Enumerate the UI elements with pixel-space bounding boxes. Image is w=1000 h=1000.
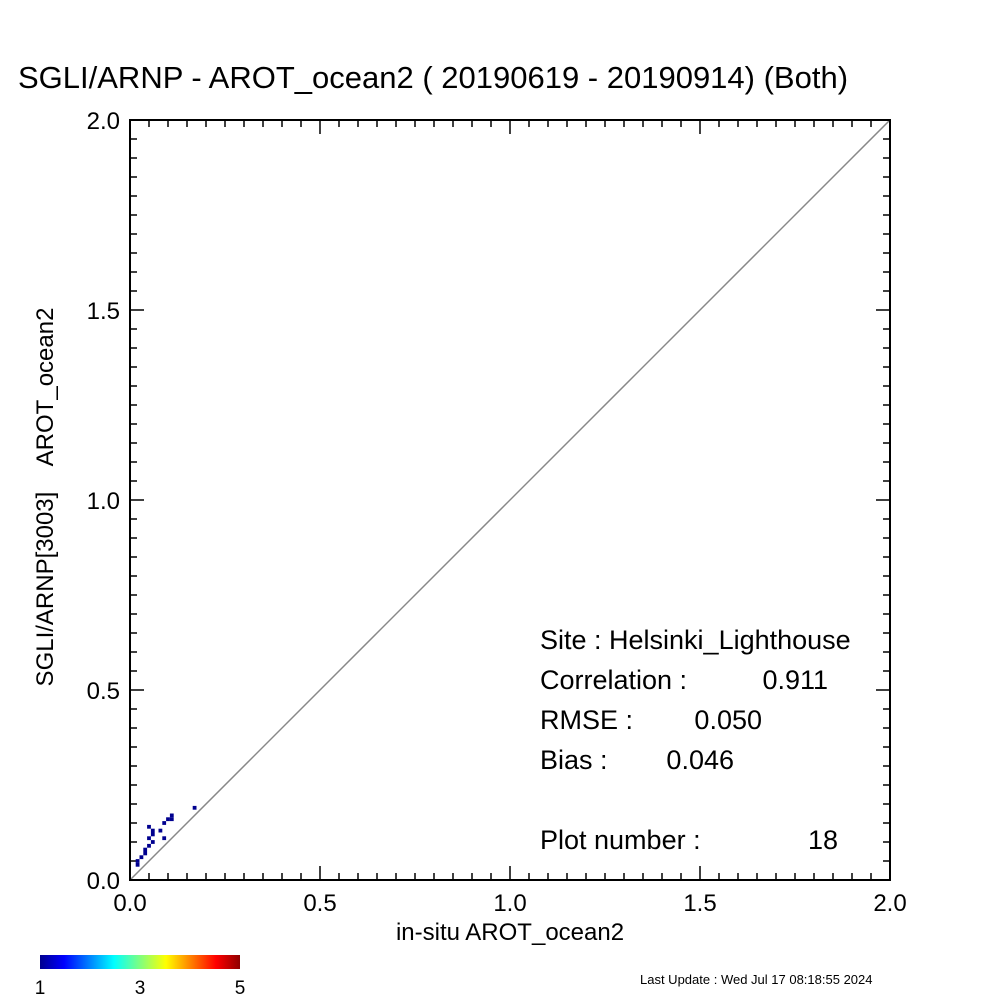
colorbar-gradient bbox=[40, 955, 240, 969]
stat-rmse-label: RMSE : bbox=[540, 705, 641, 735]
data-point bbox=[192, 805, 197, 810]
data-point bbox=[147, 843, 151, 848]
stat-bias-value: 0.046 bbox=[666, 745, 734, 775]
data-point bbox=[147, 836, 151, 841]
plot-frame bbox=[129, 119, 891, 881]
colorbar-min-label: 1 bbox=[35, 978, 46, 999]
data-point bbox=[150, 832, 155, 837]
one-to-one-line bbox=[129, 119, 891, 881]
last-update: Last Update : Wed Jul 17 08:18:55 2024 bbox=[640, 972, 872, 987]
data-point bbox=[150, 828, 155, 833]
stat-correlation-value: 0.911 bbox=[762, 665, 828, 695]
y-tick-label: 1.0 bbox=[87, 488, 120, 515]
stats-box: Site : Helsinki_Lighthouse Correlation :… bbox=[540, 625, 851, 855]
x-tick-label: 0.5 bbox=[303, 890, 336, 917]
data-point bbox=[139, 855, 144, 860]
data-point bbox=[143, 851, 148, 856]
stat-bias-label: Bias : bbox=[540, 745, 615, 775]
stat-plot-number-value: 18 bbox=[808, 825, 838, 855]
tick-labels: 0.0 0.5 1.0 1.5 2.0 0.0 0.5 1.0 1.5 2.0 bbox=[87, 108, 907, 917]
stat-plot-number-label: Plot number : bbox=[540, 825, 708, 855]
stat-site-value: Helsinki_Lighthouse bbox=[609, 625, 851, 655]
data-point bbox=[143, 847, 148, 852]
stat-site: Site : Helsinki_Lighthouse bbox=[540, 625, 851, 655]
x-tick-label: 2.0 bbox=[873, 890, 906, 917]
x-axis-label: in-situ AROT_ocean2 bbox=[396, 919, 624, 946]
y-tick-label: 0.5 bbox=[87, 678, 120, 705]
data-point bbox=[147, 824, 151, 829]
reference-line-group bbox=[129, 119, 891, 881]
colorbar: 1 3 5 bbox=[35, 955, 246, 999]
y-axis-label: SGLI/ARNP[3003] AROT_ocean2 bbox=[32, 308, 59, 687]
data-point bbox=[150, 840, 155, 844]
data-point bbox=[166, 817, 170, 822]
chart-title: SGLI/ARNP - AROT_ocean2 ( 20190619 - 201… bbox=[18, 60, 848, 95]
stat-site-label: Site : bbox=[540, 625, 609, 655]
data-points bbox=[135, 805, 197, 867]
x-tick-label: 1.0 bbox=[493, 890, 526, 917]
data-point bbox=[169, 813, 174, 818]
x-tick-label: 0.0 bbox=[113, 890, 146, 917]
y-tick-label: 1.5 bbox=[87, 298, 120, 325]
y-tick-label: 0.0 bbox=[87, 868, 120, 895]
colorbar-max-label: 5 bbox=[235, 978, 246, 999]
colorbar-mid-label: 3 bbox=[135, 978, 146, 999]
y-tick-label: 2.0 bbox=[87, 108, 120, 135]
stat-correlation-label: Correlation : bbox=[540, 665, 695, 695]
data-point bbox=[158, 828, 163, 833]
stat-rmse-value: 0.050 bbox=[694, 705, 762, 735]
x-tick-label: 1.5 bbox=[683, 890, 716, 917]
data-point bbox=[162, 836, 167, 841]
data-point bbox=[169, 817, 174, 822]
data-point bbox=[135, 862, 140, 867]
data-point bbox=[162, 821, 167, 825]
axis-ticks bbox=[129, 119, 891, 881]
data-point bbox=[135, 859, 140, 863]
